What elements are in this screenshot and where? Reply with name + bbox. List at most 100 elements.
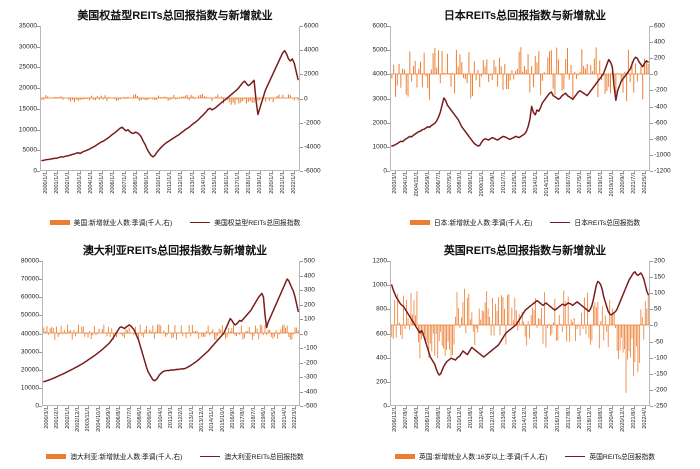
x-axis-tickmark [622, 406, 624, 409]
left-axis-tickmark [39, 369, 42, 371]
right-axis-us: -6000 -4000 -2000 0 2000 4000 6000 [300, 23, 350, 175]
right-axis-tick: -800 [654, 135, 668, 143]
right-axis-tick: -100 [654, 354, 668, 362]
legend-item-bar-us: 美国:新增就业人数:季调(千人,右) [49, 217, 172, 227]
left-axis-tick: 70000 [20, 275, 39, 283]
x-axis-tickmark [644, 406, 646, 409]
right-axis-tickmark [650, 42, 653, 44]
legend-label-bar-jp: 日本:新增就业人数:季调(千人,右) [433, 220, 533, 227]
x-axis-tick-label: 2019/11/1 [609, 172, 616, 197]
left-axis-tick: 5000 [22, 146, 37, 154]
x-axis-tick-label: 2015/9/1 [554, 172, 561, 194]
x-axis-tickmark [568, 406, 570, 409]
x-axis-tickmark [503, 171, 505, 174]
right-axis-tickmark [300, 348, 303, 349]
left-axis-tickmark [37, 46, 40, 48]
x-axis-tickmark [471, 406, 473, 409]
x-axis-tickmark [171, 406, 172, 409]
right-axis-tick: 2000 [304, 70, 319, 78]
right-axis-tick: 400 [654, 38, 665, 46]
x-axis-tickmark [427, 406, 429, 409]
x-axis-tickmark [395, 406, 397, 409]
x-axis-tick-label: 2008/3/1 [457, 172, 464, 194]
x-axis-tick-label: 2006/1/1 [110, 172, 117, 194]
x-axis-tick-label: 2022/5/1 [641, 172, 648, 194]
x-axis-tick-label: 2018/7/1 [250, 407, 257, 429]
x-axis-tick-label: 2012/1/1 [178, 172, 185, 194]
x-axis-tick-label: 2017/8/1 [565, 407, 572, 429]
left-axis-tick: 200 [376, 378, 387, 386]
legend-item-line-uk: 英国REITs总回报指数 [565, 451, 655, 461]
x-axis-tickmark [191, 406, 193, 409]
x-axis-tickmark [147, 171, 149, 174]
left-axis-tick: 30000 [20, 348, 39, 356]
left-axis-tick: 10000 [20, 384, 39, 392]
right-axis-tick: 500 [304, 257, 315, 265]
right-axis-tickmark [650, 58, 653, 60]
left-axis-tick: 0 [383, 402, 387, 410]
left-axis-tick: 6000 [372, 22, 387, 30]
legend-label-bar-uk: 英国:新增就业人数:16岁以上:季调(千人,右) [418, 454, 548, 461]
x-axis-tickmark [406, 406, 408, 409]
left-axis-tickmark [387, 98, 390, 100]
left-axis-tickmark [39, 261, 42, 262]
x-axis-tickmark [294, 171, 296, 174]
right-axis-tickmark [650, 106, 653, 108]
x-axis-tickmark [514, 406, 516, 409]
x-axis-tickmark [124, 171, 126, 174]
right-axis-tickmark [300, 122, 303, 124]
x-axis-tick-label: 2006/12/1 [392, 407, 399, 432]
x-axis-tickmark [181, 171, 183, 174]
left-axis-tick: 5000 [372, 46, 387, 54]
x-axis-tick-label: 2013/1/1 [189, 172, 196, 194]
x-axis-tick-label: 2002/12/1 [75, 407, 82, 432]
x-axis-tickmark [590, 406, 592, 409]
legend-item-bar-uk: 英国:新增就业人数:16岁以上:季调(千人,右) [394, 451, 548, 461]
x-axis-tickmark [482, 171, 484, 174]
x-axis-tick-label: 2013/8/1 [500, 407, 507, 429]
x-axis-tickmark [57, 406, 59, 409]
right-axis-tick: -250 [654, 402, 668, 410]
x-axis-tickmark [226, 171, 228, 174]
left-axis-tickmark [39, 351, 42, 353]
x-axis-tick-label: 2020/1/1 [268, 172, 275, 194]
x-axis-tickmark [192, 171, 194, 174]
x-axis-tick-label: 2018/1/1 [246, 172, 253, 194]
right-axis-tickmark [650, 261, 653, 262]
right-axis-tickmark [300, 319, 303, 320]
right-axis-tickmark [300, 171, 303, 172]
right-axis-tick: -50 [654, 338, 664, 346]
x-axis-tick-label: 2020/12/1 [619, 407, 626, 432]
right-axis-tick: 0 [654, 70, 658, 78]
right-axis-tick: -6000 [304, 167, 321, 175]
x-axis-tickmark [170, 171, 171, 174]
x-axis-tickmark [514, 171, 516, 174]
right-axis-tickmark [650, 309, 653, 311]
right-axis-tickmark [300, 146, 303, 148]
x-axis-tick-label: 2000/3/1 [44, 407, 51, 429]
x-axis-tick-label: 2007/7/1 [126, 407, 133, 429]
x-axis-tickmark [237, 171, 239, 174]
right-axis-tickmark [650, 373, 653, 375]
bar-swatch-icon [409, 219, 430, 225]
x-axis-tick-label: 2020/5/1 [271, 407, 278, 429]
x-axis-tickmark [271, 171, 273, 174]
legend-uk: 英国:新增就业人数:16岁以上:季调(千人,右) 英国REITs总回报指数 [350, 451, 700, 461]
x-axis-tickmark [525, 171, 527, 174]
right-axis-tickmark [650, 293, 653, 295]
x-axis-tickmark [460, 406, 462, 409]
x-axis-tickmark [622, 171, 624, 174]
x-axis-tick-label: 2007/8/1 [403, 407, 410, 429]
left-axis-tick: 600 [376, 330, 387, 337]
left-axis-tick: 1000 [372, 281, 387, 289]
x-axis-tick-label: 2012/4/1 [479, 407, 486, 429]
right-axis-tick: 4000 [304, 46, 319, 54]
x-axis-tick-label: 2012/5/1 [511, 172, 518, 194]
line-swatch-icon [565, 455, 586, 457]
left-axis-tickmark [387, 261, 390, 262]
x-axis-tickmark [547, 171, 549, 174]
left-axis-tick: 3000 [372, 95, 387, 102]
x-axis-tickmark [88, 406, 90, 409]
right-axis-tickmark [300, 290, 303, 291]
x-axis-tickmark [294, 406, 296, 409]
